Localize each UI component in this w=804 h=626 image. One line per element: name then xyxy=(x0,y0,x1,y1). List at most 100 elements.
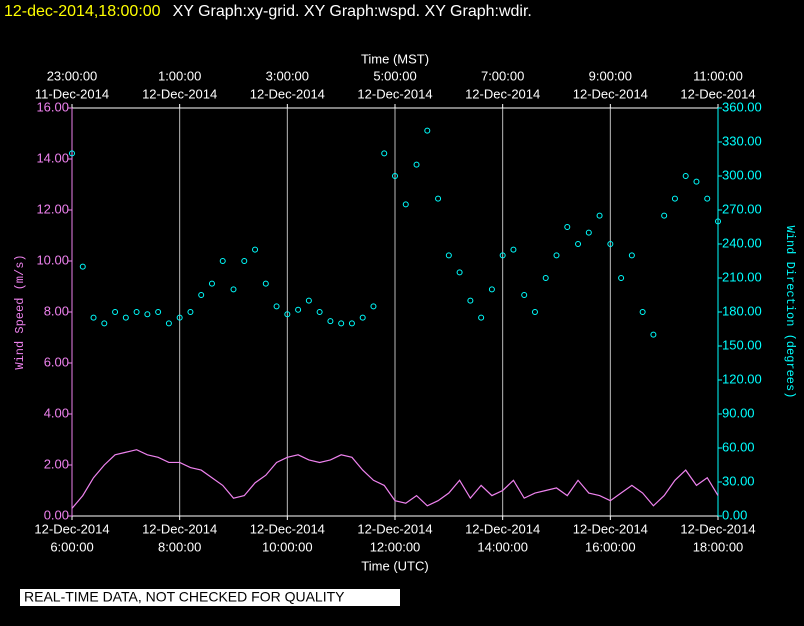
y-tick-label: 8.00 xyxy=(44,303,69,318)
y-tick-label: 2.00 xyxy=(44,456,69,471)
wind-direction-point xyxy=(585,229,592,236)
wind-direction-point xyxy=(435,195,442,202)
x-tick-label: 18:00:00 xyxy=(693,539,744,554)
x-tick-label: 8:00:00 xyxy=(158,539,201,554)
wind-direction-point xyxy=(69,150,75,157)
x-tick-date: 12-Dec-2014 xyxy=(680,521,755,536)
y2-tick-label: 0.00 xyxy=(722,507,747,522)
x-tick-date: 12-Dec-2014 xyxy=(357,521,432,536)
wind-direction-point xyxy=(671,195,678,202)
wind-direction-point xyxy=(208,280,215,287)
wind-direction-point xyxy=(165,320,172,327)
x-tick-label: 12:00:00 xyxy=(370,539,421,554)
x2-tick-label: 5:00:00 xyxy=(373,68,416,83)
y-tick-label: 0.00 xyxy=(44,507,69,522)
wind-direction-point xyxy=(510,246,517,253)
x2-tick-date: 12-Dec-2014 xyxy=(250,86,325,101)
x2-tick-date: 12-Dec-2014 xyxy=(357,86,432,101)
wind-direction-point xyxy=(273,303,280,310)
wind-direction-point xyxy=(531,309,538,315)
chart-title: 12-dec-2014,18:00:00 XY Graph:xy-grid. XY… xyxy=(4,3,532,20)
wind-direction-point xyxy=(499,252,506,259)
wind-direction-point xyxy=(101,320,108,327)
y-tick-label: 16.00 xyxy=(36,99,69,114)
wind-direction-point xyxy=(338,320,345,327)
wind-direction-point xyxy=(198,292,205,298)
wind-direction-point xyxy=(596,212,603,219)
wind-direction-point xyxy=(650,331,657,338)
wind-direction-point xyxy=(456,269,463,276)
wind-direction-point xyxy=(564,224,571,230)
wind-direction-point xyxy=(176,314,183,321)
x2-tick-label: 1:00:00 xyxy=(158,68,201,83)
y-tick-label: 14.00 xyxy=(36,150,69,165)
wind-direction-point xyxy=(133,309,140,315)
wind-direction-point xyxy=(521,292,528,298)
x2-tick-label: 9:00:00 xyxy=(589,68,632,83)
x2-tick-date: 12-Dec-2014 xyxy=(573,86,648,101)
timestamp: 12-dec-2014,18:00:00 xyxy=(4,3,161,20)
wind-direction-point xyxy=(607,241,614,247)
y2-axis-title: Wind Direction (degrees) xyxy=(783,226,797,399)
wind-direction-point xyxy=(348,320,355,327)
wind-direction-point xyxy=(628,252,635,259)
wind-direction-point xyxy=(295,306,302,313)
x2-tick-date: 12-Dec-2014 xyxy=(465,86,540,101)
wind-direction-point xyxy=(682,173,689,179)
x2-tick-label: 23:00:00 xyxy=(47,68,98,83)
y2-tick-label: 270.00 xyxy=(722,201,762,216)
wind-direction-point xyxy=(230,286,237,293)
x-tick-date: 12-Dec-2014 xyxy=(573,521,648,536)
wind-direction-point xyxy=(90,314,97,321)
wind-direction-point xyxy=(305,297,312,304)
wind-speed-line xyxy=(71,449,719,509)
wind-direction-point xyxy=(316,309,323,315)
y2-tick-label: 90.00 xyxy=(722,405,755,420)
x2-tick-label: 3:00:00 xyxy=(266,68,309,83)
x2-tick-date: 11-Dec-2014 xyxy=(35,86,109,101)
x-tick-label: 14:00:00 xyxy=(477,539,528,554)
wind-direction-point xyxy=(381,150,388,157)
wind-direction-point xyxy=(262,280,269,287)
wind-direction-point xyxy=(618,275,625,281)
wind-direction-point xyxy=(488,286,495,293)
x2-tick-label: 11:00:00 xyxy=(693,68,743,83)
wind-direction-point xyxy=(661,212,668,219)
x-tick-label: 10:00:00 xyxy=(262,539,313,554)
wind-direction-point xyxy=(704,195,711,202)
wind-direction-point xyxy=(392,173,398,179)
y2-tick-label: 300.00 xyxy=(722,167,762,182)
y2-tick-label: 120.00 xyxy=(722,371,762,386)
wind-direction-point xyxy=(241,258,248,264)
x-tick-date: 12-Dec-2014 xyxy=(250,521,325,536)
wind-direction-point xyxy=(122,314,129,321)
wind-direction-point xyxy=(327,318,334,325)
wind-direction-point xyxy=(413,161,420,168)
x-axis-title: Time (UTC) xyxy=(361,558,428,573)
wind-direction-point xyxy=(467,297,474,304)
wind-direction-point xyxy=(370,303,377,310)
wind-direction-point xyxy=(478,314,485,321)
wind-direction-point xyxy=(402,201,409,208)
wind-direction-point xyxy=(359,314,366,321)
y2-tick-label: 180.00 xyxy=(722,303,762,318)
wind-direction-point xyxy=(284,311,291,318)
x-tick-label: 16:00:00 xyxy=(585,539,636,554)
wind-direction-point xyxy=(693,178,700,185)
x-tick-date: 12-Dec-2014 xyxy=(142,521,217,536)
footer-box xyxy=(20,589,400,606)
wind-direction-point xyxy=(542,275,549,281)
wind-direction-point xyxy=(553,252,560,259)
y2-tick-label: 150.00 xyxy=(722,337,762,352)
title: XY Graph:xy-grid. XY Graph:wspd. XY Grap… xyxy=(173,3,532,20)
footer: REAL-TIME DATA, NOT CHECKED FOR QUALITY xyxy=(24,589,345,605)
wind-direction-point xyxy=(79,263,86,270)
y2-tick-label: 210.00 xyxy=(722,269,762,284)
y-axis-title: Wind Speed (m/s) xyxy=(13,254,27,369)
x-tick-label: 6:00:00 xyxy=(50,539,93,554)
wind-direction-point xyxy=(144,311,151,318)
x2-tick-label: 7:00:00 xyxy=(481,68,524,83)
wind-direction-point xyxy=(112,309,119,315)
y2-tick-label: 360.00 xyxy=(722,99,762,114)
wind-direction-point xyxy=(187,309,194,315)
